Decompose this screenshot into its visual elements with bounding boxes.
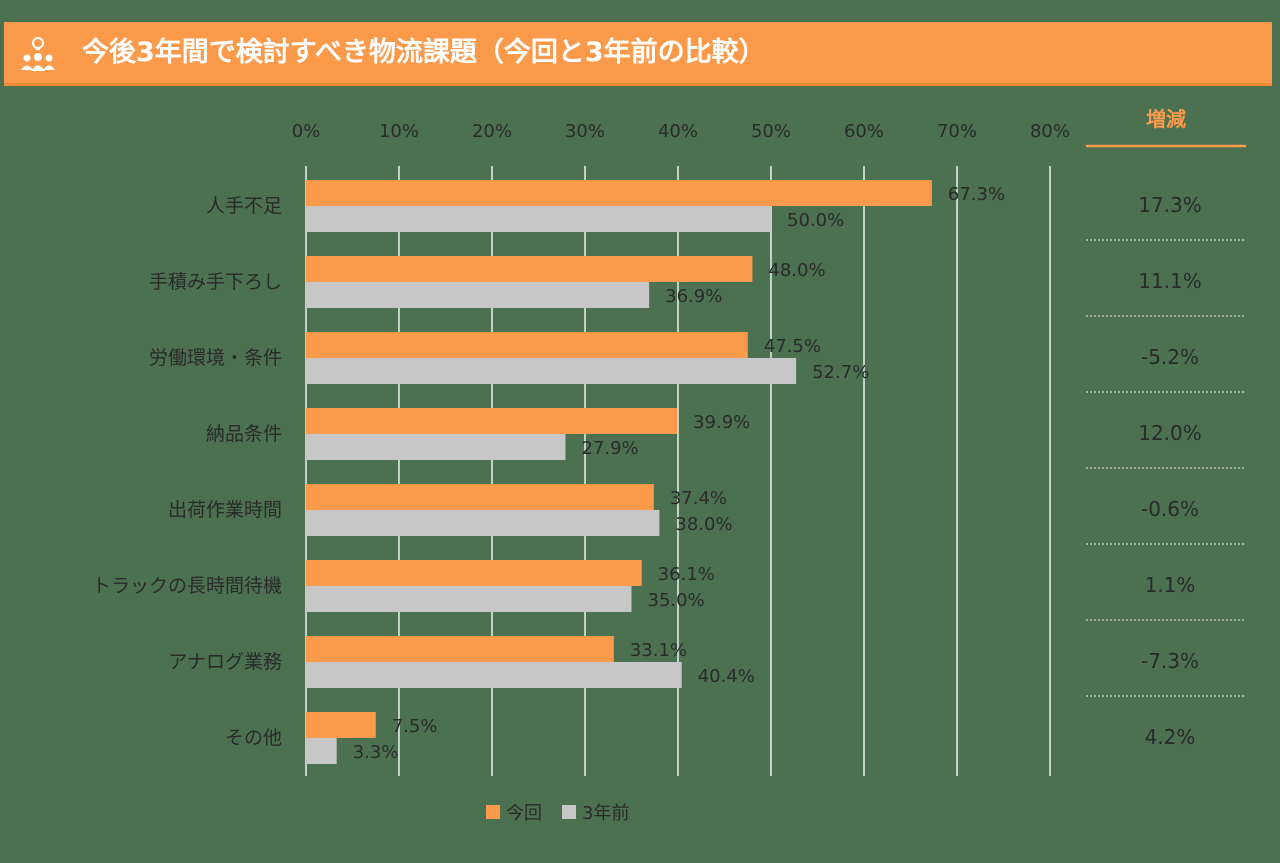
x-tick-label: 10% bbox=[379, 121, 419, 142]
category-label: トラックの長時間待機 bbox=[92, 575, 282, 597]
legend: 今回 3年前 bbox=[486, 800, 629, 824]
data-label-previous: 35.0% bbox=[648, 590, 705, 611]
bar-previous bbox=[306, 434, 566, 460]
x-tick-label: 70% bbox=[937, 121, 977, 142]
bar-previous bbox=[306, 510, 660, 536]
diff-value: -5.2% bbox=[1141, 345, 1199, 369]
bar-current bbox=[306, 560, 642, 586]
category-label: その他 bbox=[225, 727, 282, 749]
bar-current bbox=[306, 712, 376, 738]
title-banner: 今後3年間で検討すべき物流課題（今回と3年前の比較） bbox=[4, 22, 1272, 86]
x-tick-label: 0% bbox=[292, 121, 321, 142]
category-label: アナログ業務 bbox=[168, 651, 282, 673]
x-tick-label: 80% bbox=[1030, 121, 1070, 142]
bar-current bbox=[306, 256, 753, 282]
diff-value: 1.1% bbox=[1145, 573, 1196, 597]
data-label-current: 7.5% bbox=[392, 716, 438, 737]
team-idea-icon bbox=[21, 37, 55, 71]
data-label-previous: 38.0% bbox=[675, 514, 732, 535]
bar-previous bbox=[306, 662, 682, 688]
bar-previous bbox=[306, 282, 650, 308]
data-label-current: 39.9% bbox=[693, 412, 750, 433]
diff-value: 11.1% bbox=[1138, 269, 1202, 293]
legend-item-current: 今回 bbox=[486, 799, 542, 825]
diff-header: 増減 bbox=[1146, 107, 1186, 131]
data-label-current: 36.1% bbox=[658, 564, 715, 585]
data-label-previous: 36.9% bbox=[665, 286, 722, 307]
bar-previous bbox=[306, 586, 632, 612]
legend-item-previous: 3年前 bbox=[562, 799, 629, 825]
data-label-previous: 52.7% bbox=[812, 362, 869, 383]
bar-previous bbox=[306, 738, 337, 764]
category-label: 手積み手下ろし bbox=[149, 271, 282, 293]
data-label-current: 33.1% bbox=[630, 640, 687, 661]
data-label-previous: 27.9% bbox=[581, 438, 638, 459]
bar-current bbox=[306, 332, 748, 358]
data-label-previous: 50.0% bbox=[787, 210, 844, 231]
category-label: 労働環境・条件 bbox=[149, 347, 282, 369]
bar-current bbox=[306, 636, 614, 662]
bar-previous bbox=[306, 206, 771, 232]
diff-value: 4.2% bbox=[1145, 725, 1196, 749]
category-label: 納品条件 bbox=[206, 423, 282, 445]
data-label-previous: 40.4% bbox=[698, 666, 755, 687]
legend-label-current: 今回 bbox=[506, 803, 542, 824]
bar-current bbox=[306, 180, 932, 206]
bar-current bbox=[306, 408, 678, 434]
data-label-current: 37.4% bbox=[670, 488, 727, 509]
category-label: 出荷作業時間 bbox=[168, 499, 282, 521]
data-label-current: 47.5% bbox=[764, 336, 821, 357]
bar-current bbox=[306, 484, 654, 510]
x-tick-label: 20% bbox=[472, 121, 512, 142]
diff-value: -7.3% bbox=[1141, 649, 1199, 673]
data-label-current: 48.0% bbox=[768, 260, 825, 281]
category-label: 人手不足 bbox=[206, 195, 282, 217]
chart-title: 今後3年間で検討すべき物流課題（今回と3年前の比較） bbox=[82, 37, 766, 68]
bar-previous bbox=[306, 358, 797, 384]
diff-value: 17.3% bbox=[1138, 193, 1202, 217]
legend-swatch-previous bbox=[562, 805, 576, 819]
x-tick-label: 40% bbox=[658, 121, 698, 142]
data-label-current: 67.3% bbox=[948, 184, 1005, 205]
data-label-previous: 3.3% bbox=[353, 742, 399, 763]
x-tick-label: 60% bbox=[844, 121, 884, 142]
diff-value: 12.0% bbox=[1138, 421, 1202, 445]
diff-value: -0.6% bbox=[1141, 497, 1199, 521]
x-tick-label: 30% bbox=[565, 121, 605, 142]
legend-swatch-current bbox=[486, 805, 500, 819]
legend-label-previous: 3年前 bbox=[582, 803, 630, 824]
x-tick-label: 50% bbox=[751, 121, 791, 142]
